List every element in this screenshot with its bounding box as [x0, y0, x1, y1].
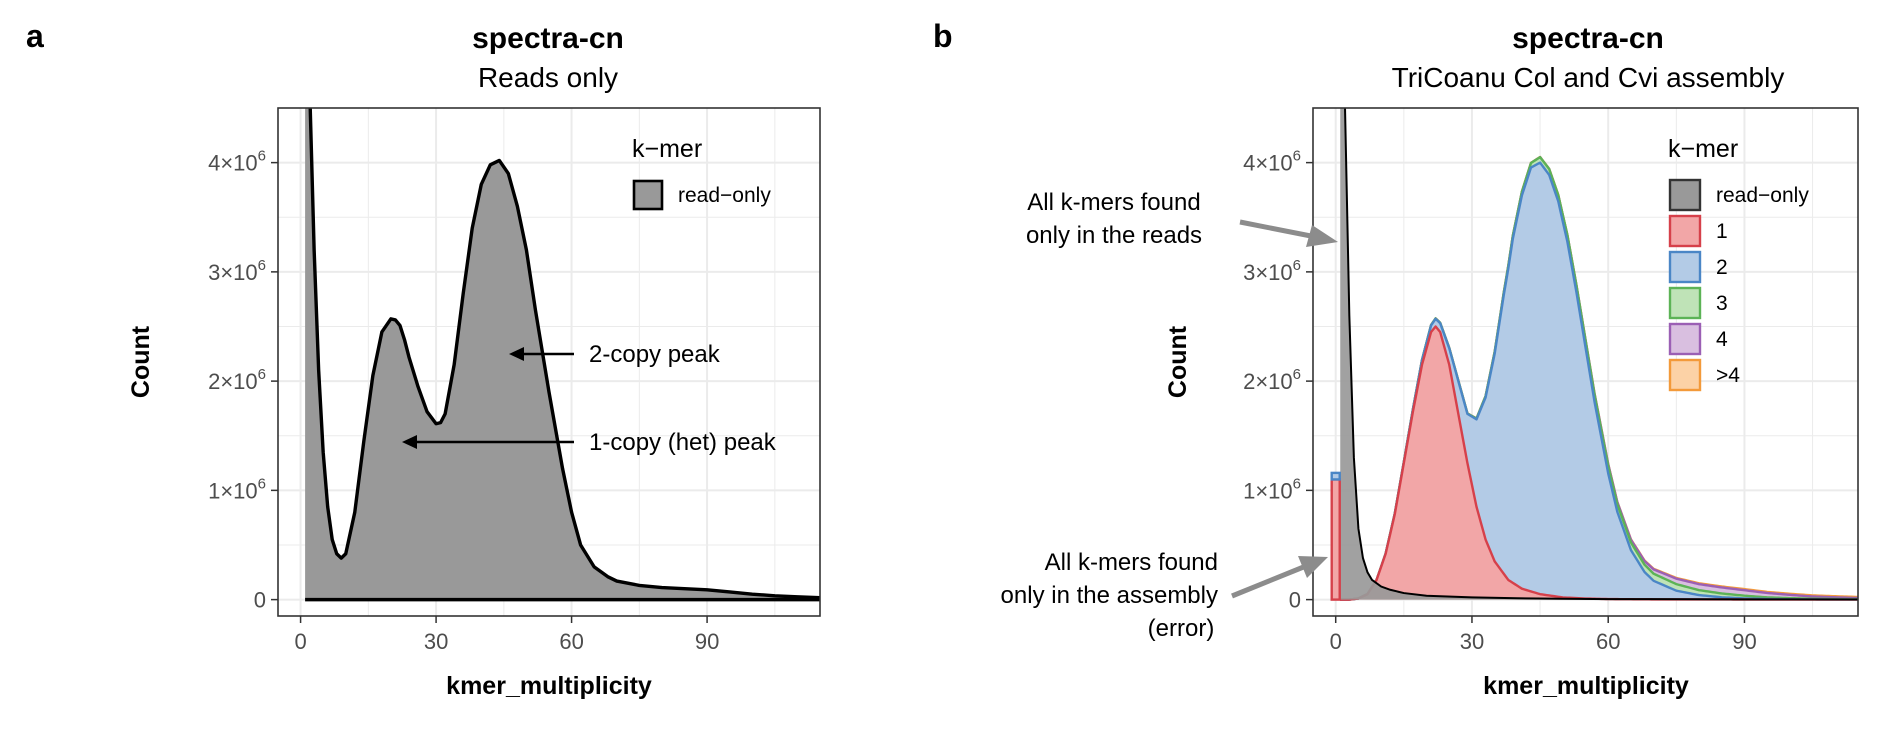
series-read-only-line [308, 108, 820, 600]
plot-border-a [277, 107, 821, 617]
series-1-area [1340, 326, 1858, 600]
series-a [305, 108, 820, 602]
arrow-reads-only [1239, 219, 1317, 240]
legend-b-key-2 [1668, 250, 1702, 284]
y-tick-label: 4×106 [208, 148, 266, 176]
legend-b-title: k−mer [1668, 135, 1738, 163]
legend-b-label-3: 3 [1716, 292, 1728, 315]
arrow-assembly-only [1231, 563, 1307, 599]
annotation-1-copy-peak: 1-copy (het) peak [589, 429, 777, 456]
series-b [1330, 108, 1858, 601]
series-read-only-line [1344, 108, 1858, 601]
legend-b-key-3 [1668, 286, 1702, 320]
y-tick-label: 0 [254, 588, 266, 613]
x-tick-label: 30 [424, 629, 448, 654]
legend-b: k−mer read−only 1 2 3 4 >4 [1668, 135, 1809, 392]
panel-letter-a: a [26, 18, 44, 54]
y-axis-title-a: Count [127, 325, 155, 398]
arrow-reads-only-head [1306, 225, 1338, 247]
annotation-assembly-only-line-1: All k-mers found [1045, 549, 1218, 576]
legend-b-label-2: 2 [1716, 256, 1728, 279]
panel-letter-b: b [933, 18, 953, 54]
series-2-area [1340, 162, 1858, 600]
ticks-b: 0 30 60 90 0 1×106 2×106 3×106 4×106 [1243, 148, 1757, 654]
y-tick-label: 0 [1289, 588, 1301, 613]
annotations-a: 2-copy peak 1-copy (het) peak [402, 341, 777, 456]
y-tick-label: 2×106 [1243, 366, 1301, 394]
annotation-assembly-only-line-2: only in the assembly [1001, 582, 1218, 609]
y-tick-label: 1×106 [1243, 475, 1301, 503]
legend-a-key-read-only [632, 179, 664, 211]
x-tick-label: 60 [1596, 629, 1620, 654]
x-tick-label: 90 [695, 629, 719, 654]
series-read-only-area [305, 108, 820, 600]
annotations-b: All k-mers found only in the reads All k… [1001, 189, 1338, 642]
y-tick-label: 1×106 [208, 475, 266, 503]
annotation-reads-only-line-2: only in the reads [1026, 222, 1202, 249]
legend-a-title: k−mer [632, 135, 702, 163]
panel-a-subtitle: Reads only [478, 62, 618, 93]
arrow-assembly-only-head [1298, 556, 1328, 578]
arrow-2-copy-peak-head [509, 347, 524, 361]
legend-b-label-4: 4 [1716, 328, 1728, 351]
ticks-a: 0 30 60 90 0 1×106 2×106 3×106 4×106 [208, 148, 719, 654]
panel-b: b spectra-cn TriCoanu Col and Cvi assemb… [933, 18, 1859, 700]
legend-b-key-read-only [1668, 178, 1702, 212]
legend-b-label-gt4: >4 [1716, 364, 1740, 387]
x-axis-title-a: kmer_multiplicity [446, 672, 652, 700]
panel-a-title: spectra-cn [472, 22, 624, 55]
x-axis-title-b: kmer_multiplicity [1483, 672, 1689, 700]
x-tick-label: 30 [1460, 629, 1484, 654]
x-tick-label: 0 [294, 629, 306, 654]
panel-b-title: spectra-cn [1512, 22, 1664, 55]
legend-b-key-4 [1668, 322, 1702, 356]
y-tick-label: 3×106 [208, 257, 266, 285]
legend-b-key-1 [1668, 214, 1702, 248]
legend-b-key-gt4 [1668, 358, 1702, 392]
arrow-1-copy-peak-head [402, 435, 417, 449]
annotation-assembly-only-line-3: (error) [1148, 615, 1215, 642]
y-axis-title-b: Count [1164, 325, 1192, 398]
plot-border-b [1312, 107, 1859, 617]
annotation-reads-only-line-1: All k-mers found [1027, 189, 1200, 216]
panel-a: a spectra-cn Reads only 0 30 60 90 0 1×106 2×1… [26, 18, 821, 700]
annotation-2-copy-peak: 2-copy peak [589, 341, 721, 368]
y-tick-label: 3×106 [1243, 257, 1301, 285]
x-tick-label: 0 [1330, 629, 1342, 654]
legend-b-label-read-only: read−only [1716, 184, 1809, 207]
x-tick-label: 60 [559, 629, 583, 654]
y-tick-label: 4×106 [1243, 148, 1301, 176]
zero-bar-1 [1330, 478, 1341, 601]
legend-b-label-1: 1 [1716, 220, 1728, 243]
zero-bar-2 [1330, 471, 1341, 481]
legend-a: k−mer read−only [632, 135, 771, 211]
x-tick-label: 90 [1732, 629, 1756, 654]
panel-b-subtitle: TriCoanu Col and Cvi assembly [1392, 62, 1785, 93]
legend-a-label-read-only: read−only [678, 184, 771, 207]
y-tick-label: 2×106 [208, 366, 266, 394]
